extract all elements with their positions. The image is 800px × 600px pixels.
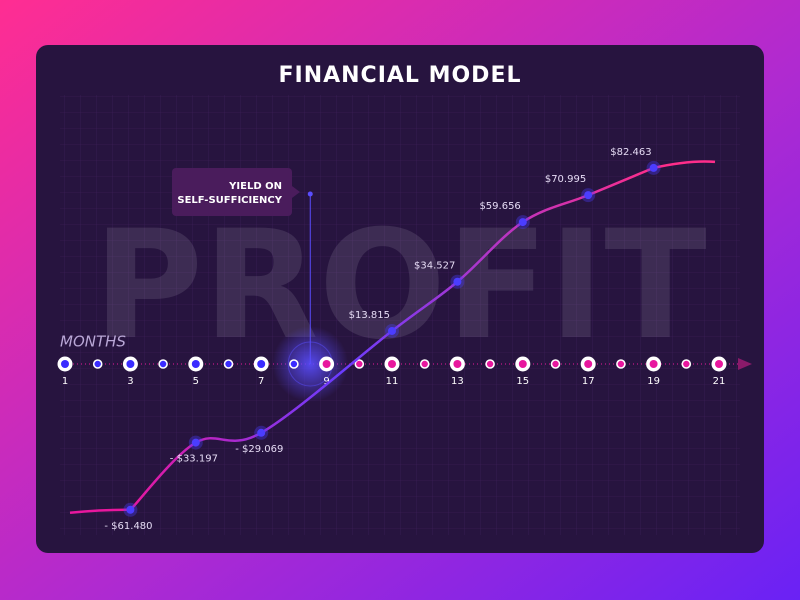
major-tick-center bbox=[126, 360, 135, 368]
x-tick-label: 13 bbox=[451, 376, 464, 387]
value-label: $59.656 bbox=[479, 201, 520, 212]
x-tick-label: 19 bbox=[647, 376, 660, 387]
annotation-box bbox=[172, 168, 292, 216]
value-label: $34.527 bbox=[414, 261, 455, 272]
x-axis-label: MONTHS bbox=[60, 333, 126, 351]
minor-tick bbox=[550, 359, 561, 369]
value-label: $13.815 bbox=[349, 310, 390, 321]
major-tick-center bbox=[518, 360, 527, 368]
line bbox=[129, 166, 655, 511]
minor-tick bbox=[616, 359, 626, 369]
annotation-text: SELF-SUFFICIENCY bbox=[177, 195, 282, 206]
value-label: $70.995 bbox=[545, 174, 586, 185]
x-tick-label: 21 bbox=[713, 376, 726, 387]
point bbox=[584, 191, 593, 200]
x-tick-label: 7 bbox=[258, 376, 264, 387]
x-tick-label: 17 bbox=[582, 376, 595, 387]
point bbox=[518, 218, 527, 227]
major-tick-center bbox=[453, 360, 462, 368]
axis-arrow bbox=[738, 358, 752, 370]
minor-tick bbox=[92, 359, 103, 369]
major-tick-center bbox=[61, 360, 69, 368]
value-label: $82.463 bbox=[610, 147, 651, 158]
major-tick-center bbox=[257, 360, 266, 368]
x-tick-label: 3 bbox=[127, 376, 133, 387]
line-tail-left bbox=[69, 508, 131, 515]
annotation-pointer bbox=[292, 186, 300, 198]
value-label: - $61.480 bbox=[104, 521, 152, 532]
major-tick-center bbox=[388, 360, 396, 368]
minor-tick bbox=[681, 359, 692, 369]
minor-tick bbox=[419, 359, 430, 369]
x-tick-label: 5 bbox=[193, 376, 199, 387]
x-tick-label: 15 bbox=[516, 376, 529, 387]
minor-tick bbox=[223, 359, 234, 369]
annotation-dot bbox=[307, 191, 313, 197]
minor-tick bbox=[354, 359, 365, 369]
point bbox=[191, 438, 200, 447]
annotation-text: YIELD ON bbox=[228, 181, 282, 192]
major-tick-center bbox=[715, 360, 723, 368]
major-tick-center bbox=[584, 360, 593, 368]
background-word: PROFIT bbox=[93, 199, 707, 373]
chart-title: FINANCIAL MODEL bbox=[278, 63, 521, 88]
point bbox=[388, 326, 396, 335]
x-tick-label: 11 bbox=[386, 376, 399, 387]
value-label: - $33.197 bbox=[170, 454, 218, 465]
minor-tick bbox=[289, 359, 299, 369]
minor-tick bbox=[158, 359, 168, 369]
major-tick-center bbox=[322, 360, 331, 368]
major-tick-center bbox=[191, 360, 200, 368]
x-tick-label: 1 bbox=[62, 376, 68, 387]
major-tick-center bbox=[649, 360, 658, 368]
point bbox=[453, 277, 462, 286]
line-tail-right bbox=[653, 160, 716, 170]
point bbox=[126, 505, 135, 514]
point bbox=[257, 428, 266, 437]
x-tick-label: 9 bbox=[323, 376, 329, 387]
point bbox=[649, 163, 658, 172]
value-label: - $29.069 bbox=[235, 444, 283, 455]
minor-tick bbox=[485, 359, 495, 369]
